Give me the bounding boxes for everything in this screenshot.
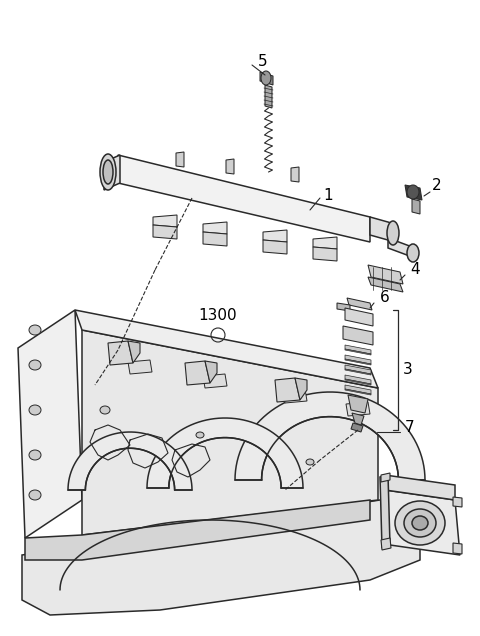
Ellipse shape [407, 185, 419, 199]
Polygon shape [345, 359, 371, 365]
Polygon shape [108, 341, 133, 365]
Polygon shape [235, 392, 425, 480]
Text: 2: 2 [432, 179, 442, 193]
Polygon shape [128, 360, 152, 374]
Polygon shape [260, 72, 273, 85]
Polygon shape [226, 159, 234, 174]
Polygon shape [346, 402, 370, 416]
Polygon shape [25, 500, 370, 560]
Polygon shape [104, 155, 120, 190]
Polygon shape [82, 330, 378, 535]
Polygon shape [203, 222, 227, 234]
Text: 5: 5 [258, 55, 268, 69]
Polygon shape [370, 217, 395, 242]
Ellipse shape [387, 221, 399, 245]
Polygon shape [412, 199, 420, 214]
Polygon shape [388, 238, 415, 258]
Polygon shape [368, 277, 403, 292]
Polygon shape [153, 215, 177, 227]
Ellipse shape [29, 405, 41, 415]
Ellipse shape [395, 501, 445, 545]
Text: 4: 4 [410, 263, 420, 277]
Polygon shape [147, 418, 303, 488]
Polygon shape [345, 389, 371, 395]
Polygon shape [347, 298, 372, 310]
Polygon shape [381, 538, 391, 550]
Polygon shape [203, 374, 227, 388]
Polygon shape [185, 361, 210, 385]
Text: 6: 6 [380, 291, 390, 305]
Ellipse shape [100, 154, 116, 190]
Polygon shape [368, 265, 403, 284]
Ellipse shape [404, 509, 436, 537]
Ellipse shape [29, 360, 41, 370]
Polygon shape [153, 225, 177, 239]
Polygon shape [385, 490, 460, 555]
Ellipse shape [412, 516, 428, 530]
Polygon shape [265, 85, 272, 108]
Polygon shape [345, 379, 371, 385]
Polygon shape [313, 237, 337, 249]
Ellipse shape [196, 432, 204, 438]
Polygon shape [348, 395, 368, 413]
Ellipse shape [29, 325, 41, 335]
Polygon shape [337, 303, 350, 311]
Polygon shape [343, 326, 373, 345]
Polygon shape [385, 475, 455, 500]
Polygon shape [205, 361, 217, 383]
Polygon shape [263, 230, 287, 242]
Polygon shape [453, 543, 462, 554]
Text: 3: 3 [403, 363, 413, 378]
Ellipse shape [29, 450, 41, 460]
Polygon shape [345, 345, 371, 354]
Text: 1: 1 [323, 188, 333, 202]
Polygon shape [453, 497, 462, 507]
Ellipse shape [261, 71, 271, 85]
Polygon shape [118, 155, 370, 242]
Polygon shape [275, 378, 300, 402]
Polygon shape [380, 475, 390, 548]
Polygon shape [345, 365, 371, 374]
Ellipse shape [100, 406, 110, 414]
Text: 1300: 1300 [198, 307, 237, 322]
Ellipse shape [407, 244, 419, 262]
Polygon shape [351, 423, 363, 432]
Polygon shape [18, 310, 82, 538]
Polygon shape [345, 349, 371, 355]
Polygon shape [128, 341, 140, 363]
Polygon shape [345, 375, 371, 384]
Polygon shape [381, 473, 390, 482]
Ellipse shape [306, 459, 314, 465]
Polygon shape [263, 240, 287, 254]
Polygon shape [203, 232, 227, 246]
Polygon shape [291, 167, 299, 182]
Polygon shape [295, 378, 307, 400]
Ellipse shape [103, 160, 113, 184]
Polygon shape [345, 355, 371, 364]
Polygon shape [68, 432, 192, 490]
Polygon shape [176, 152, 184, 167]
Polygon shape [345, 385, 371, 394]
Polygon shape [283, 389, 307, 403]
Polygon shape [22, 500, 420, 615]
Polygon shape [405, 185, 422, 200]
Text: 7: 7 [405, 420, 415, 436]
Polygon shape [345, 369, 371, 375]
Polygon shape [313, 247, 337, 261]
Polygon shape [345, 308, 373, 326]
Polygon shape [352, 413, 364, 425]
Polygon shape [75, 310, 378, 388]
Ellipse shape [29, 490, 41, 500]
